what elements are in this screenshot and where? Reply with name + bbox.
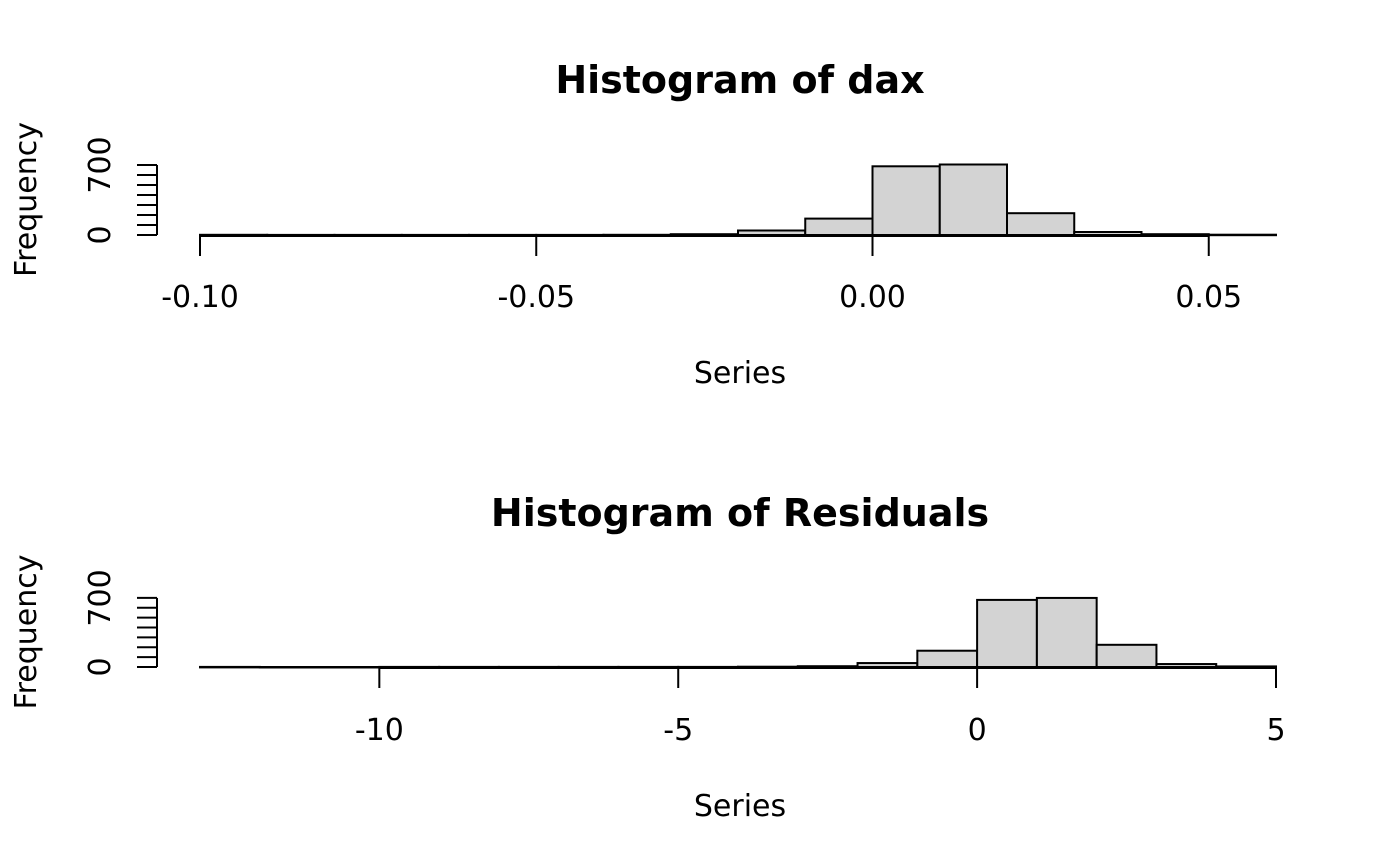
- y-axis: 0 700: [83, 569, 158, 677]
- histogram-bar: [318, 666, 381, 669]
- histogram-panel-1: Histogram of dax -0.10 -0.05 0.00 0.05 Series…: [9, 58, 1277, 391]
- x-axis: -10 -5 0 5: [355, 667, 1286, 748]
- x-tick-label: -10: [355, 713, 404, 748]
- x-tick-label: 5: [1266, 713, 1285, 748]
- y-tick-label: 0: [83, 225, 118, 244]
- histogram-bar: [1095, 643, 1158, 668]
- x-tick-label: 0: [968, 713, 987, 748]
- histogram-bar: [258, 666, 321, 669]
- chart-title: Histogram of Residuals: [491, 491, 989, 535]
- histogram-bar: [737, 229, 807, 236]
- y-tick-label: 0: [83, 657, 118, 676]
- histogram-bar: [916, 649, 979, 668]
- x-tick-label: 0.05: [1175, 280, 1242, 315]
- x-tick-label: 0.00: [839, 280, 906, 315]
- histogram-bar: [1155, 663, 1218, 668]
- histogram-bar: [1207, 233, 1277, 237]
- histogram-bar: [199, 665, 261, 669]
- x-tick-label: -0.10: [161, 280, 239, 315]
- x-tick-label: -0.05: [497, 280, 575, 315]
- histogram-bar: [796, 665, 859, 669]
- histogram-bars: [199, 596, 1277, 669]
- x-axis: -0.10 -0.05 0.00 0.05: [161, 235, 1242, 315]
- histogram-bar: [1215, 665, 1277, 669]
- x-tick-label: -5: [663, 713, 693, 748]
- chart-title: Histogram of dax: [555, 58, 924, 102]
- histogram-bar: [856, 662, 919, 669]
- histogram-panel-2: Histogram of Residuals -10 -5 0 5 Series 0 700 F…: [9, 491, 1286, 824]
- histogram-bars: [199, 163, 1277, 237]
- histogram-bar: [976, 598, 1038, 669]
- histogram-bar: [938, 163, 1008, 236]
- y-axis-label: Frequency: [9, 555, 44, 710]
- histogram-bar: [1140, 233, 1210, 236]
- histogram-bar: [804, 217, 874, 237]
- y-axis: 0 700: [83, 136, 158, 245]
- y-tick-label: 700: [83, 136, 118, 193]
- y-axis-label: Frequency: [9, 122, 44, 277]
- histogram-bar: [871, 165, 941, 236]
- histogram-bar: [1073, 231, 1143, 236]
- histogram-bar: [1006, 212, 1076, 236]
- x-axis-label: Series: [694, 356, 786, 391]
- histogram-bar: [669, 233, 739, 236]
- y-tick-label: 700: [83, 569, 118, 626]
- histogram-bar: [1035, 596, 1098, 669]
- x-axis-label: Series: [694, 789, 786, 824]
